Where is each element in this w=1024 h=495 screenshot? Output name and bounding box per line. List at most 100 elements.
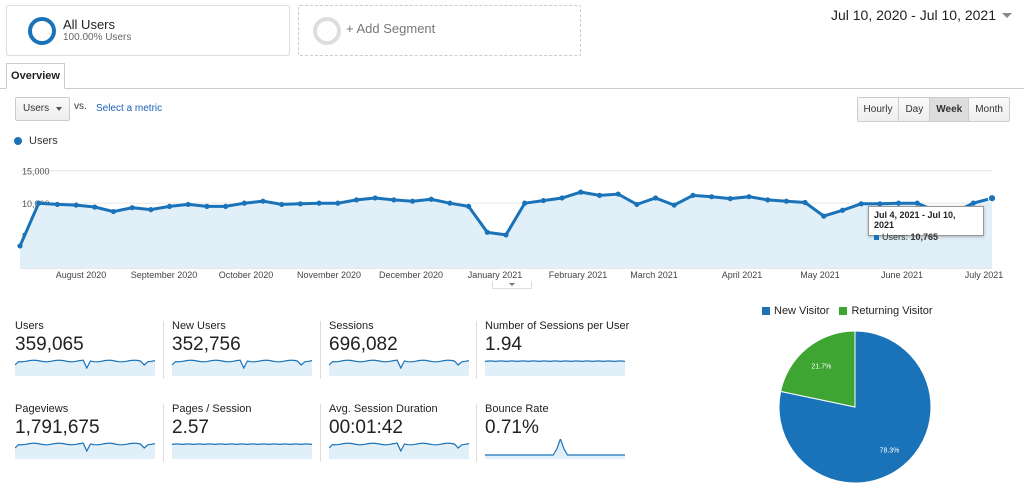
data-point[interactable] — [765, 197, 771, 203]
sparkline-line — [485, 439, 625, 456]
data-point[interactable] — [409, 198, 416, 204]
data-point[interactable] — [54, 201, 60, 208]
vs-label: vs. — [74, 101, 87, 112]
data-point[interactable] — [559, 195, 565, 201]
metric-card[interactable]: Sessions 696,082 — [329, 320, 477, 382]
data-point[interactable] — [316, 200, 322, 206]
sparkline-area — [172, 444, 312, 459]
tooltip-title: Jul 4, 2021 - Jul 10, 2021 — [874, 210, 956, 230]
data-point[interactable] — [223, 203, 229, 209]
x-tick-label: March 2021 — [630, 270, 678, 280]
data-point[interactable] — [970, 200, 976, 206]
data-point[interactable] — [185, 201, 191, 208]
data-point[interactable] — [503, 232, 509, 238]
add-segment-button[interactable]: + Add Segment — [298, 5, 581, 56]
data-point[interactable] — [839, 207, 846, 213]
data-point[interactable] — [279, 201, 285, 208]
data-point[interactable] — [391, 197, 397, 203]
data-point[interactable] — [428, 196, 434, 202]
metric-sparkline — [15, 359, 155, 376]
series-swatch-icon — [874, 235, 879, 241]
data-point[interactable] — [783, 198, 789, 204]
data-point[interactable] — [802, 199, 808, 206]
data-point[interactable] — [821, 213, 827, 219]
data-point[interactable] — [335, 200, 341, 206]
chevron-down-icon[interactable] — [1002, 13, 1012, 18]
sparkline-line — [329, 442, 469, 453]
data-point[interactable] — [858, 201, 864, 207]
data-point[interactable] — [36, 200, 42, 206]
data-point[interactable] — [204, 203, 210, 209]
tab-overview[interactable]: Overview — [6, 63, 65, 89]
data-point[interactable] — [17, 243, 23, 249]
granularity-toggle: Hourly Day Week Month — [856, 97, 1010, 122]
x-tick-label: October 2020 — [219, 270, 274, 280]
data-point[interactable] — [353, 197, 360, 203]
segment-all-users[interactable]: All Users 100.00% Users — [6, 5, 290, 56]
metric-card[interactable]: Bounce Rate 0.71% — [485, 403, 633, 465]
data-point[interactable] — [727, 196, 733, 202]
collapse-chart-handle[interactable] — [492, 281, 532, 289]
x-tick-label: August 2020 — [56, 270, 107, 280]
week-button[interactable]: Week — [929, 98, 969, 121]
select-metric-link[interactable]: Select a metric — [96, 103, 163, 114]
data-point[interactable] — [372, 195, 378, 201]
metric-sparkline — [172, 443, 312, 459]
data-point[interactable] — [615, 191, 621, 197]
data-point[interactable] — [260, 198, 266, 204]
day-button[interactable]: Day — [898, 98, 930, 121]
data-point[interactable] — [877, 201, 883, 207]
data-point[interactable] — [484, 229, 490, 235]
metric-value: 1.94 — [485, 334, 522, 355]
data-point[interactable] — [690, 192, 696, 198]
data-point[interactable] — [73, 202, 79, 208]
metric-divider — [476, 404, 477, 462]
data-point[interactable] — [92, 204, 98, 210]
metric-title: Pageviews — [15, 403, 69, 415]
pie-legend: New Visitor Returning Visitor — [762, 305, 933, 317]
legend-label-new-visitor: New Visitor — [774, 305, 830, 317]
data-point[interactable] — [596, 192, 603, 198]
pie-slice-returning-visitor[interactable] — [780, 330, 856, 408]
data-point[interactable] — [540, 197, 546, 204]
data-point[interactable] — [652, 195, 659, 201]
metric-value: 2.57 — [172, 417, 209, 438]
data-point[interactable] — [522, 200, 528, 206]
data-point[interactable] — [914, 200, 920, 206]
month-button[interactable]: Month — [968, 98, 1009, 121]
metric-card[interactable]: Pages / Session 2.57 — [172, 403, 320, 465]
metric-card[interactable]: New Users 352,756 — [172, 320, 320, 382]
metric-card[interactable]: Avg. Session Duration 00:01:42 — [329, 403, 477, 465]
data-point[interactable] — [578, 189, 584, 195]
data-point[interactable] — [634, 201, 640, 208]
metric-card[interactable]: Users 359,065 — [15, 320, 163, 382]
metric-value: 00:01:42 — [329, 417, 403, 438]
x-tick-label: December 2020 — [379, 270, 443, 280]
data-point[interactable] — [241, 200, 247, 206]
x-tick-label: November 2020 — [297, 270, 361, 280]
x-tick-label: June 2021 — [881, 270, 923, 280]
data-point[interactable] — [129, 205, 135, 211]
data-point[interactable] — [297, 201, 303, 207]
data-point[interactable] — [148, 207, 154, 213]
data-point[interactable] — [895, 200, 902, 206]
data-point[interactable] — [709, 194, 715, 200]
data-point[interactable] — [110, 208, 117, 215]
metric-value: 696,082 — [329, 334, 398, 355]
data-point[interactable] — [166, 203, 173, 209]
data-point[interactable] — [466, 203, 472, 209]
metric-title: Pages / Session — [172, 403, 252, 415]
empty-segment-ring-icon — [313, 17, 341, 45]
metric-select-dropdown[interactable]: Users — [15, 97, 70, 121]
metric-card[interactable]: Number of Sessions per User 1.94 — [485, 320, 633, 382]
data-point[interactable] — [987, 194, 997, 203]
tooltip-label: Users: — [882, 232, 909, 242]
data-point[interactable] — [447, 200, 453, 206]
metric-card[interactable]: Pageviews 1,791,675 — [15, 403, 163, 465]
visitor-pie-chart: 78.3% 21.7% — [778, 330, 932, 484]
date-range-picker[interactable]: Jul 10, 2020 - Jul 10, 2021 — [830, 7, 996, 23]
sparkline-line — [15, 359, 155, 370]
data-point[interactable] — [746, 194, 752, 200]
hourly-button[interactable]: Hourly — [857, 98, 899, 121]
data-point[interactable] — [671, 202, 677, 208]
